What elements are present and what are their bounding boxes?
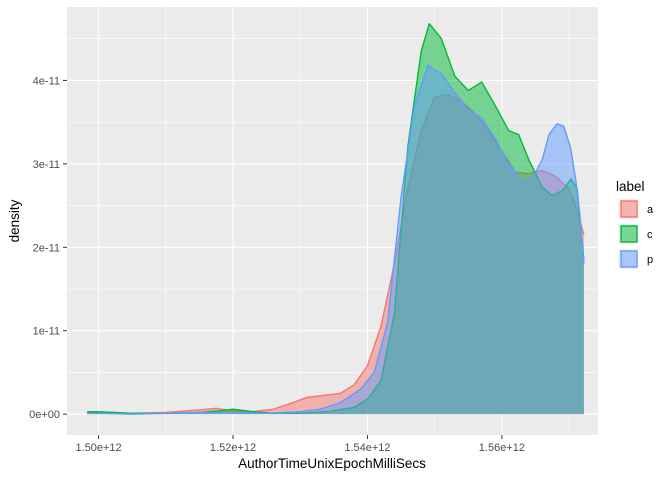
x-axis: 1.50e+12 1.52e+12 1.54e+12 1.56e+12 — [75, 435, 525, 454]
y-axis-title: density — [7, 199, 22, 242]
legend-key-a — [620, 200, 638, 218]
legend-label-p: p — [647, 254, 653, 266]
legend-label-c: c — [647, 229, 653, 241]
x-tick-label: 1.50e+12 — [75, 442, 121, 454]
y-axis: 0e+00 1e-11 2e-11 3e-11 4e-11 — [29, 75, 67, 421]
legend-label-a: a — [647, 204, 654, 216]
y-tick-label: 1e-11 — [33, 326, 60, 338]
legend-key-p — [620, 250, 638, 268]
legend: label a c p — [616, 179, 654, 269]
legend-title: label — [616, 179, 645, 194]
x-tick-label: 1.54e+12 — [344, 442, 390, 454]
y-tick-label: 3e-11 — [33, 159, 60, 171]
density-area-p — [87, 65, 584, 415]
x-axis-title: AuthorTimeUnixEpochMilliSecs — [238, 456, 426, 471]
series-layer — [87, 22, 585, 415]
y-tick-label: 4e-11 — [33, 75, 60, 87]
y-tick-label: 2e-11 — [33, 242, 60, 254]
x-tick-label: 1.52e+12 — [210, 442, 256, 454]
y-tick-label: 0e+00 — [29, 409, 60, 421]
legend-key-c — [620, 225, 638, 243]
density-line-p — [87, 64, 585, 415]
x-tick-label: 1.56e+12 — [479, 442, 525, 454]
